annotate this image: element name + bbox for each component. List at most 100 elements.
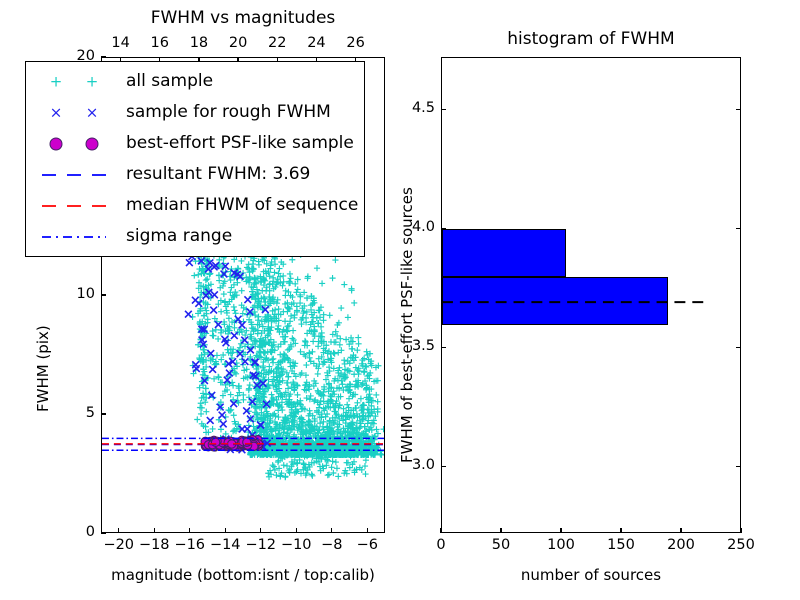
plus-icon: + xyxy=(49,72,63,90)
ytick-mark xyxy=(101,532,106,534)
cross-icon: × xyxy=(49,103,63,121)
top-xtick-label: 24 xyxy=(307,35,326,51)
top-xtick-label: 22 xyxy=(268,35,287,51)
dashed-line-icon xyxy=(42,174,106,176)
xtick-mark xyxy=(224,528,226,533)
hist-ytick-mark-right xyxy=(736,465,741,467)
top-xtick-mark xyxy=(354,57,357,62)
legend-item: sigma range xyxy=(30,221,358,252)
ytick-mark xyxy=(101,413,106,415)
ytick-label: 0 xyxy=(85,524,95,540)
hist-xtick-mark xyxy=(500,528,502,533)
legend-marker xyxy=(30,159,126,190)
xtick-mark xyxy=(295,528,297,533)
hist-xtick-mark xyxy=(740,528,742,533)
plus-icon: + xyxy=(85,72,99,90)
ytick-label: 10 xyxy=(76,286,95,302)
right-xaxis-label: number of sources xyxy=(520,566,662,584)
xtick-mark xyxy=(189,528,191,533)
circle-icon xyxy=(49,137,63,150)
legend-marker xyxy=(30,128,126,159)
legend-item: best-effort PSF-like sample xyxy=(30,128,358,159)
top-xtick-mark xyxy=(237,57,239,62)
xtick-label: −6 xyxy=(356,537,378,553)
legend-marker xyxy=(30,221,126,252)
legend-label: resultant FWHM: 3.69 xyxy=(126,164,311,184)
circle-icon xyxy=(85,137,99,150)
hist-ytick-mark xyxy=(441,108,446,110)
legend-marker: × × xyxy=(30,97,126,128)
legend-label: sample for rough FWHM xyxy=(126,102,331,122)
xtick-mark xyxy=(153,528,155,533)
top-xtick-label: 16 xyxy=(150,35,169,51)
dashed-line-icon xyxy=(42,205,106,207)
hist-ytick-label: 4.5 xyxy=(411,100,435,117)
legend-marker xyxy=(30,190,126,221)
xtick-label: −18 xyxy=(138,537,170,553)
right-yaxis-label: FWHM of best-effort PSF-like sources xyxy=(398,187,416,463)
xtick-label: −16 xyxy=(174,537,206,553)
cross-icon: × xyxy=(85,103,99,121)
hist-ytick-mark-right xyxy=(736,227,741,229)
hist-xtick-label: 150 xyxy=(607,537,635,553)
top-xtick-label: 18 xyxy=(189,35,209,51)
xtick-label: −10 xyxy=(280,537,312,553)
top-xtick-label: 14 xyxy=(111,35,130,51)
xtick-label: −8 xyxy=(321,537,343,553)
plot-legend: + + all sample × × sample for rough FWHM best-… xyxy=(25,61,365,257)
hist-xtick-label: 200 xyxy=(667,537,695,553)
legend-item: × × sample for rough FWHM xyxy=(30,97,358,128)
hist-ytick-label: 3.5 xyxy=(411,338,435,355)
legend-label: sigma range xyxy=(126,226,233,246)
xtick-mark xyxy=(331,528,333,533)
xtick-mark xyxy=(366,528,368,533)
histogram-bar xyxy=(442,229,566,277)
hist-ytick-mark-right xyxy=(736,346,741,348)
histogram-of-fwhm-axes xyxy=(441,57,741,533)
xtick-mark xyxy=(260,528,262,533)
ytick-mark xyxy=(101,294,106,296)
hist-ytick-mark xyxy=(441,465,446,467)
dashdot-line-icon xyxy=(42,236,106,238)
hist-xtick-mark xyxy=(620,528,622,533)
xtick-label: −20 xyxy=(103,537,135,553)
legend-item: + + all sample xyxy=(30,66,358,97)
hist-xtick-mark xyxy=(560,528,562,533)
top-xtick-mark xyxy=(119,57,122,62)
legend-marker: + + xyxy=(30,66,126,97)
legend-item: resultant FWHM: 3.69 xyxy=(30,159,358,190)
histogram-line-layer xyxy=(442,301,711,304)
histogram-bars xyxy=(442,58,740,532)
histogram-bar xyxy=(442,276,668,325)
top-xtick-label: 26 xyxy=(346,35,365,51)
hist-xtick-label: 100 xyxy=(547,537,575,553)
left-yaxis-label: FWHM (pix) xyxy=(34,325,52,412)
hist-xtick-mark xyxy=(440,528,442,533)
hist-ytick-mark xyxy=(441,227,446,229)
top-xtick-mark xyxy=(159,57,161,62)
legend-label: best-effort PSF-like sample xyxy=(126,133,354,153)
left-xaxis-label: magnitude (bottom:isnt / top:calib) xyxy=(111,566,375,584)
top-xtick-label: 20 xyxy=(228,35,248,51)
hist-xtick-label: 50 xyxy=(491,537,511,553)
top-xtick-mark xyxy=(198,57,200,62)
hist-xtick-mark xyxy=(680,528,682,533)
top-xtick-mark xyxy=(276,57,278,62)
xtick-mark xyxy=(118,528,120,533)
hist-xtick-label: 250 xyxy=(727,537,755,553)
hist-ytick-label: 4.0 xyxy=(411,219,435,236)
top-xtick-mark xyxy=(315,57,318,62)
xtick-label: −12 xyxy=(245,537,277,553)
ytick-label: 20 xyxy=(76,48,95,64)
xtick-label: −14 xyxy=(209,537,241,553)
legend-label: all sample xyxy=(126,71,214,91)
ytick-mark xyxy=(101,56,106,58)
hist-ytick-mark xyxy=(441,346,446,348)
hist-xtick-label: 0 xyxy=(436,537,446,553)
right-plot-title: histogram of FWHM xyxy=(507,29,675,49)
hist-ytick-mark-right xyxy=(736,108,741,110)
left-plot-title: FWHM vs magnitudes xyxy=(150,8,336,28)
hist-ytick-label: 3.0 xyxy=(411,457,435,474)
legend-label: median FHWM of sequence xyxy=(126,195,359,215)
